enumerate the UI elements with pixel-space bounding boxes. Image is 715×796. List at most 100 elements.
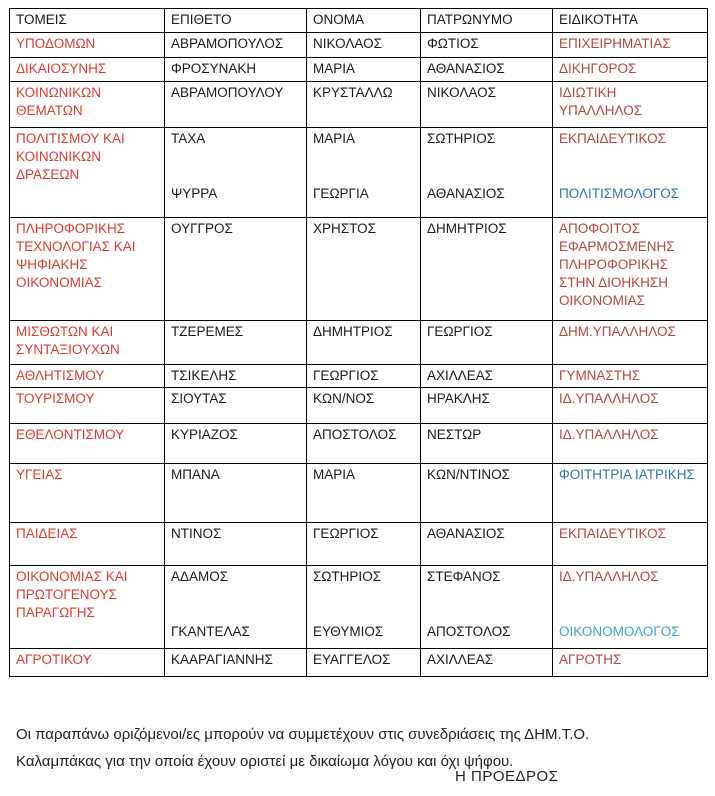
firstname-cell: ΜΑΡΙΑ ΓΕΩΡΓΙΑ [306,127,421,218]
specialty-cell: ΦΟΙΤΗΤΡΙΑ ΙΑΤΡΙΚΗΣ [552,463,708,523]
header-patronym: ΠΑΤΡΩΝΥΜΟ [420,8,553,33]
sector-cell: ΕΘΕΛΟΝΤΙΣΜΟΥ [9,423,165,464]
firstname-value: ΜΑΡΙΑ [313,131,356,146]
patronym-value: ΚΩΝ/ΝΤΙΝΟΣ [427,467,510,482]
patronym-cell: ΝΙΚΟΛΑΟΣ [420,81,553,128]
surname-cell: ΤΑΧΑ ΨΥΡΡΑ [164,127,307,218]
surname-cell: ΟΥΓΓΡΟΣ [164,217,307,321]
table-row: ΤΟΥΡΙΣΜΟΥ ΣΙΟΥΤΑΣ ΚΩΝ/ΝΟΣ ΗΡΑΚΛΗΣ ΙΔ.ΥΠΑΛΛΗΛ… [9,387,708,424]
firstname-value: ΧΡΗΣΤΟΣ [313,221,376,236]
table-row: ΠΛΗΡΟΦΟΡΙΚΗΣ ΤΕΧΝΟΛΟΓΙΑΣ ΚΑΙ ΨΗΦΙΑΚΗΣ ΟΙ… [9,217,708,321]
specialty-value: ΙΔ.ΥΠΑΛΛΗΛΟΣ [559,569,659,584]
surname-value: ΑΒΡΑΜΟΠΟΥΛΟΣ [171,36,284,51]
surname-value: ΟΥΓΓΡΟΣ [171,221,233,236]
firstname-value: ΓΕΩΡΓΙΟΣ [313,368,379,383]
patronym-cell: ΝΕΣΤΩΡ [420,423,553,464]
surname-value: ΨΥΡΡΑ [171,186,218,201]
table-header: ΤΟΜΕΙΣ ΕΠΙΘΕΤΟ ΟΝΟΜΑ ΠΑΤΡΩΝΥΜΟ ΕΙΔΙΚΟΤΗΤ… [9,8,708,33]
header-row: ΤΟΜΕΙΣ ΕΠΙΘΕΤΟ ΟΝΟΜΑ ΠΑΤΡΩΝΥΜΟ ΕΙΔΙΚΟΤΗΤ… [9,8,708,33]
surname-value: ΤΣΙΚΕΛΗΣ [171,368,237,383]
specialty-value: ΙΔ.ΥΠΑΛΛΗΛΟΣ [559,391,659,406]
table-row: ΚΟΙΝΩΝΙΚΩΝ ΘΕΜΑΤΩΝ ΑΒΡΑΜΟΠΟΥΛΟΥ ΚΡΥΣΤΑΛΛΩ Ν… [9,81,708,128]
specialty-value: ΙΔ.ΥΠΑΛΛΗΛΟΣ [559,427,659,442]
sector-label: ΕΘΕΛΟΝΤΙΣΜΟΥ [16,427,125,442]
surname-value: ΤΑΧΑ [171,131,206,146]
sector-label: ΥΠΟΔΟΜΩΝ [16,36,96,51]
specialty-cell: ΙΔ.ΥΠΑΛΛΗΛΟΣ ΟΙΚΟΝΟΜΟΛΟΓΟΣ [552,565,708,649]
firstname-cell: ΚΡΥΣΤΑΛΛΩ [306,81,421,128]
surname-value: ΓΚΑΝΤΕΛΑΣ [171,624,250,639]
sector-cell: ΑΘΛΗΤΙΣΜΟΥ [9,364,165,388]
patronym-cell: ΣΤΕΦΑΝΟΣ ΑΠΟΣΤΟΛΟΣ [420,565,553,649]
header-sectors: ΤΟΜΕΙΣ [9,8,165,33]
firstname-cell: ΝΙΚΟΛΑΟΣ [306,32,421,58]
patronym-value: ΑΘΑΝΑΣΙΟΣ [427,186,505,201]
sector-cell: ΥΓΕΙΑΣ [9,463,165,523]
patronym-value: ΝΙΚΟΛΑΟΣ [427,85,496,100]
patronym-cell: ΓΕΩΡΓΙΟΣ [420,320,553,365]
specialty-cell: ΙΔ.ΥΠΑΛΛΗΛΟΣ [552,423,708,464]
patronym-value: ΔΗΜΗΤΡΙΟΣ [427,221,507,236]
specialty-cell: ΕΚΠΑΙΔΕΥΤΙΚΟΣ [552,522,708,566]
sector-label: ΔΙΚΑΙΟΣΥΝΗΣ [16,61,107,76]
patronym-value: ΑΧΙΛΛΕΑΣ [427,368,494,383]
surname-cell: ΜΠΑΝΑ [164,463,307,523]
firstname-value: ΓΕΩΡΓΙΟΣ [313,526,379,541]
firstname-value: ΚΩΝ/ΝΟΣ [313,391,375,406]
patronym-cell: ΑΧΙΛΛΕΑΣ [420,364,553,388]
roster-body: ΥΠΟΔΟΜΩΝ ΑΒΡΑΜΟΠΟΥΛΟΣ ΝΙΚΟΛΑΟΣ ΦΩΤΙΟΣ ΕΠΙΧΕΙ… [9,32,708,677]
firstname-cell: ΑΠΟΣΤΟΛΟΣ [306,423,421,464]
specialty-cell: ΑΓΡΟΤΗΣ [552,648,708,677]
firstname-cell: ΜΑΡΙΑ [306,57,421,82]
firstname-cell: ΕΥΑΓΓΕΛΟΣ [306,648,421,677]
table-row: ΜΙΣΘΩΤΩΝ ΚΑΙ ΣΥΝΤΑΞΙΟΥΧΩΝ ΤΖΕΡΕΜΕΣ ΔΗΜΗΤΡΙ… [9,320,708,365]
firstname-cell: ΔΗΜΗΤΡΙΟΣ [306,320,421,365]
specialty-value: ΦΟΙΤΗΤΡΙΑ ΙΑΤΡΙΚΗΣ [559,467,695,482]
header-surname: ΕΠΙΘΕΤΟ [164,8,307,33]
sector-cell: ΜΙΣΘΩΤΩΝ ΚΑΙ ΣΥΝΤΑΞΙΟΥΧΩΝ [9,320,165,365]
firstname-value: ΕΥΑΓΓΕΛΟΣ [313,652,391,667]
specialty-cell: ΔΗΜ.ΥΠΑΛΛΗΛΟΣ [552,320,708,365]
patronym-value: ΦΩΤΙΟΣ [427,36,479,51]
table-row: ΥΓΕΙΑΣ ΜΠΑΝΑ ΜΑΡΙΑ ΚΩΝ/ΝΤΙΝΟΣ ΦΟΙΤΗΤΡΙΑ ΙΑΤΡ… [9,463,708,523]
patronym-cell: ΔΗΜΗΤΡΙΟΣ [420,217,553,321]
specialty-value: ΔΗΜ.ΥΠΑΛΛΗΛΟΣ [559,324,676,339]
specialty-value: ΟΙΚΟΝΟΜΟΛΟΓΟΣ [559,624,680,639]
patronym-value: ΑΘΑΝΑΣΙΟΣ [427,526,505,541]
table-row: ΑΘΛΗΤΙΣΜΟΥ ΤΣΙΚΕΛΗΣ ΓΕΩΡΓΙΟΣ ΑΧΙΛΛΕΑΣ ΓΥΜΝΑΣ… [9,364,708,388]
patronym-cell: ΚΩΝ/ΝΤΙΝΟΣ [420,463,553,523]
specialty-value: ΕΠΙΧΕΙΡΗΜΑΤΙΑΣ [559,36,671,51]
patronym-value: ΓΕΩΡΓΙΟΣ [427,324,493,339]
footer-note: Οι παραπάνω οριζόμενοι/ες μπορούν να συμ… [16,726,590,770]
patronym-cell: ΣΩΤΗΡΙΟΣ ΑΘΑΝΑΣΙΟΣ [420,127,553,218]
specialty-cell: ΔΙΚΗΓΟΡΟΣ [552,57,708,82]
surname-value: ΜΠΑΝΑ [171,467,220,482]
surname-value: ΤΖΕΡΕΜΕΣ [171,324,244,339]
sector-label: ΠΑΙΔΕΙΑΣ [16,526,78,541]
surname-value: ΦΡΟΣΥΝΑΚΗ [171,61,257,76]
surname-value: ΚΑΑΡΑΓΙΑΝΝΗΣ [171,652,273,667]
firstname-value: ΚΡΥΣΤΑΛΛΩ [313,85,393,100]
firstname-cell: ΧΡΗΣΤΟΣ [306,217,421,321]
patronym-value: ΗΡΑΚΛΗΣ [427,391,490,406]
patronym-value: ΣΩΤΗΡΙΟΣ [427,131,496,146]
patronym-cell: ΑΘΑΝΑΣΙΟΣ [420,522,553,566]
sector-cell: ΤΟΥΡΙΣΜΟΥ [9,387,165,424]
firstname-value: ΕΥΘΥΜΙΟΣ [313,624,384,639]
header-firstname: ΟΝΟΜΑ [306,8,421,33]
specialty-value: ΓΥΜΝΑΣΤΗΣ [559,368,641,383]
surname-cell: ΑΒΡΑΜΟΠΟΥΛΟΣ [164,32,307,58]
sector-cell: ΠΟΛΙΤΙΣΜΟΥ ΚΑΙ ΚΟΙΝΩΝΙΚΩΝ ΔΡΑΣΕΩΝ [9,127,165,218]
surname-cell: ΤΣΙΚΕΛΗΣ [164,364,307,388]
sector-cell: ΥΠΟΔΟΜΩΝ [9,32,165,58]
surname-cell: ΚΑΑΡΑΓΙΑΝΝΗΣ [164,648,307,677]
sector-label: ΚΟΙΝΩΝΙΚΩΝ ΘΕΜΑΤΩΝ [16,85,102,118]
patronym-value: ΑΠΟΣΤΟΛΟΣ [427,624,511,639]
specialty-cell: ΙΔ.ΥΠΑΛΛΗΛΟΣ [552,387,708,424]
firstname-cell: ΓΕΩΡΓΙΟΣ [306,522,421,566]
specialty-value: ΕΚΠΑΙΔΕΥΤΙΚΟΣ [559,131,666,146]
specialty-cell: ΙΔΙΩΤΙΚΗ ΥΠΑΛΛΗΛΟΣ [552,81,708,128]
firstname-value: ΜΑΡΙΑ [313,61,356,76]
surname-cell: ΣΙΟΥΤΑΣ [164,387,307,424]
